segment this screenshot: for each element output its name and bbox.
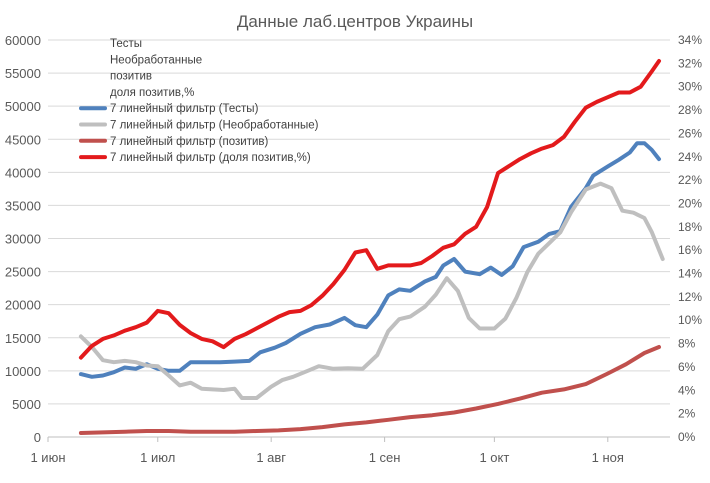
y-right-tick-label: 12% <box>678 290 702 304</box>
y-left-tick-label: 20000 <box>5 298 41 313</box>
legend-label: 7 линейный фильтр (позитив) <box>110 136 268 148</box>
x-axis: 1 июн 1 июл 1 авг 1 сен 1 окт 1 ноя <box>30 437 624 465</box>
y-left-tick-label: 50000 <box>5 99 41 114</box>
y-right-tick-label: 4% <box>678 383 696 397</box>
y-left-tick-label: 35000 <box>5 198 41 213</box>
y-right-tick-label: 0% <box>678 430 696 444</box>
chart-title: Данные лаб.центров Украины <box>237 12 473 31</box>
y-right-tick-label: 28% <box>678 103 702 117</box>
legend-label: 7 линейный фильтр (Тесты) <box>110 103 259 115</box>
legend-label: Необработанные <box>110 54 202 66</box>
gridlines <box>48 39 670 438</box>
x-tick-label: 1 июл <box>140 450 175 465</box>
y-left-tick-label: 25000 <box>5 265 41 280</box>
series-line-2 <box>78 181 665 400</box>
x-tick-label: 1 авг <box>256 450 286 465</box>
y-left-tick-label: 45000 <box>5 132 41 147</box>
y-right-tick-label: 26% <box>678 126 702 140</box>
y-left-tick-label: 40000 <box>5 165 41 180</box>
y-left-tick-label: 0 <box>34 430 41 445</box>
y-left-tick-label: 55000 <box>5 66 41 81</box>
y-right-tick-label: 14% <box>678 267 702 281</box>
series-line-3 <box>78 345 661 435</box>
x-tick-label: 1 июн <box>30 450 65 465</box>
y-left-tick-label: 10000 <box>5 364 41 379</box>
y-right-tick-label: 22% <box>678 173 702 187</box>
y-right-tick-label: 2% <box>678 407 696 421</box>
x-tick-label: 1 сен <box>369 450 401 465</box>
y-left-tick-label: 5000 <box>12 397 41 412</box>
y-right-tick-label: 16% <box>678 243 702 257</box>
y-right-tick-label: 10% <box>678 313 702 327</box>
x-tick-label: 1 окт <box>479 450 509 465</box>
y-right-tick-label: 34% <box>678 33 702 47</box>
legend-label: позитив <box>110 71 152 83</box>
y-right-tick-label: 8% <box>678 337 696 351</box>
legend-label: Тесты <box>110 38 142 50</box>
y-left-tick-label: 15000 <box>5 331 41 346</box>
y-axis-right: 0% 2% 4% 6% 8% 10% 12% 14% 16% 18% 20% 22% 24% 26% 28%… <box>678 33 702 444</box>
y-right-tick-label: 24% <box>678 150 702 164</box>
series-layer <box>78 59 665 435</box>
series-line-4 <box>78 59 661 360</box>
y-left-tick-label: 30000 <box>5 232 41 247</box>
y-right-tick-label: 18% <box>678 220 702 234</box>
x-tick-label: 1 ноя <box>592 450 624 465</box>
legend-label: 7 линейный фильтр (доля позитив,%) <box>110 152 311 164</box>
legend: Тесты Необработанные позитив доля позитив,%… <box>79 38 319 164</box>
y-right-tick-label: 32% <box>678 56 702 70</box>
y-right-tick-label: 20% <box>678 196 702 210</box>
y-left-tick-label: 60000 <box>5 33 41 48</box>
y-axis-left: 0 5000 10000 15000 20000 25000 30000 35000 40000… <box>5 33 41 445</box>
legend-label: 7 линейный фильтр (Необработанные) <box>110 120 319 132</box>
legend-label: доля позитив,% <box>110 87 194 99</box>
y-right-tick-label: 6% <box>678 360 696 374</box>
y-right-tick-label: 30% <box>678 80 702 94</box>
